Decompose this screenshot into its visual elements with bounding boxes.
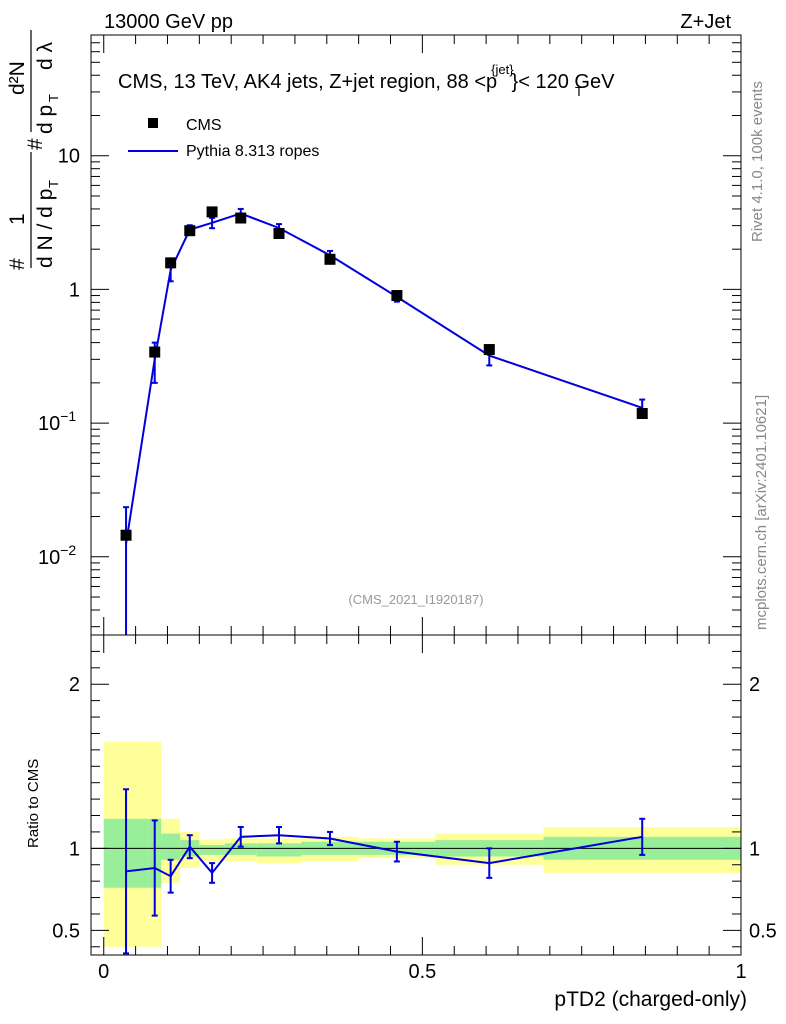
ylabel-d2n: d²N xyxy=(6,61,29,95)
main-title: CMS, 13 TeV, AK4 jets, Z+jet region, 88 … xyxy=(118,62,615,93)
cms-point xyxy=(120,529,132,541)
cms-point xyxy=(206,206,218,218)
main-data-layer xyxy=(120,206,648,635)
ratio-ytick-label-right: 1 xyxy=(749,838,760,860)
ratio-xtick-label: 0 xyxy=(98,961,109,983)
ylabel-num: # xyxy=(6,258,29,270)
rivet-label: Rivet 4.1.0, 100k events xyxy=(749,81,766,242)
ylabel-den-sub: T xyxy=(46,180,61,188)
main-title-sup: {jet} xyxy=(491,62,514,77)
cms-point xyxy=(483,344,495,356)
ratio-ytick-label-left: 2 xyxy=(69,674,80,696)
ratio-panel: 2 21 10.5 0.50 0.5 1 Ratio to CMS pTD2 (charg… xyxy=(25,634,777,1011)
cms-point xyxy=(149,346,161,358)
cms-point xyxy=(324,253,336,265)
ratio-ytick-label-left: 0.5 xyxy=(52,920,80,942)
legend-cms-marker xyxy=(148,118,158,128)
main-ytick-label: 10 xyxy=(58,146,80,168)
mcplots-label: mcplots.cern.ch [arXiv:2401.10621] xyxy=(753,395,770,630)
xaxis-label: pTD2 (charged-only) xyxy=(554,988,747,1011)
header-right: Z+Jet xyxy=(680,11,731,33)
legend-cms-label: CMS xyxy=(186,117,222,134)
analysis-id: (CMS_2021_I1920187) xyxy=(348,592,483,607)
main-ytick-exp: −2 xyxy=(60,542,76,558)
main-title-tail: }< 120 GeV xyxy=(512,71,616,93)
ylabel-one: 1 xyxy=(6,213,29,225)
pythia-line xyxy=(125,212,643,544)
ratio-axis-ticks: 2 21 10.5 0.50 0.5 1 xyxy=(52,635,777,983)
ratio-ytick-label-left: 1 xyxy=(69,838,80,860)
ylabel-hash: # xyxy=(24,138,47,150)
cms-point xyxy=(391,290,403,302)
ratio-ytick-label-right: 2 xyxy=(749,674,760,696)
cms-point xyxy=(235,212,247,224)
header-left: 13000 GeV pp xyxy=(104,11,233,33)
main-title-text: CMS, 13 TeV, AK4 jets, Z+jet region, 88 … xyxy=(118,71,497,93)
ratio-band-green xyxy=(199,845,225,855)
main-ytick-label: 1 xyxy=(69,279,80,301)
cms-point xyxy=(165,257,177,269)
cms-point xyxy=(273,227,285,239)
ylabel-dpt-sub: T xyxy=(46,94,61,102)
main-ytick-label: 10−2 xyxy=(38,542,76,569)
ratio-ylabel: Ratio to CMS xyxy=(25,759,42,848)
ratio-band-green xyxy=(224,843,257,855)
ratio-bands xyxy=(103,741,741,947)
cms-point xyxy=(636,407,648,419)
main-panel: 10 1 10−1 10−2 CMS, 13 TeV, AK4 jets, Z+jet… xyxy=(6,30,742,636)
ratio-band-green xyxy=(256,843,302,857)
ratio-xtick-label: 0.5 xyxy=(408,961,436,983)
ratio-xtick-label: 1 xyxy=(735,961,746,983)
ylabel-dpt: d p xyxy=(34,105,57,134)
ylabel-dl: d λ xyxy=(34,41,57,70)
main-ylabel: # 1 d N / d p T # d²N d p T d λ xyxy=(6,30,61,270)
main-ytick-exp: −1 xyxy=(60,408,76,424)
ratio-data-layer xyxy=(123,788,646,955)
cms-point xyxy=(184,225,196,237)
main-title-sub: T xyxy=(575,84,583,99)
main-axis-ticks: 10 1 10−1 10−2 xyxy=(38,34,742,635)
ratio-frame xyxy=(90,634,742,956)
main-ytick-label: 10−1 xyxy=(38,408,76,435)
ylabel-den: d N / d p xyxy=(34,189,57,268)
legend: CMS Pythia 8.313 ropes xyxy=(128,117,319,160)
ratio-ytick-label-right: 0.5 xyxy=(749,920,777,942)
legend-pythia-label: Pythia 8.313 ropes xyxy=(186,143,319,160)
ratio-band-green xyxy=(161,833,181,860)
